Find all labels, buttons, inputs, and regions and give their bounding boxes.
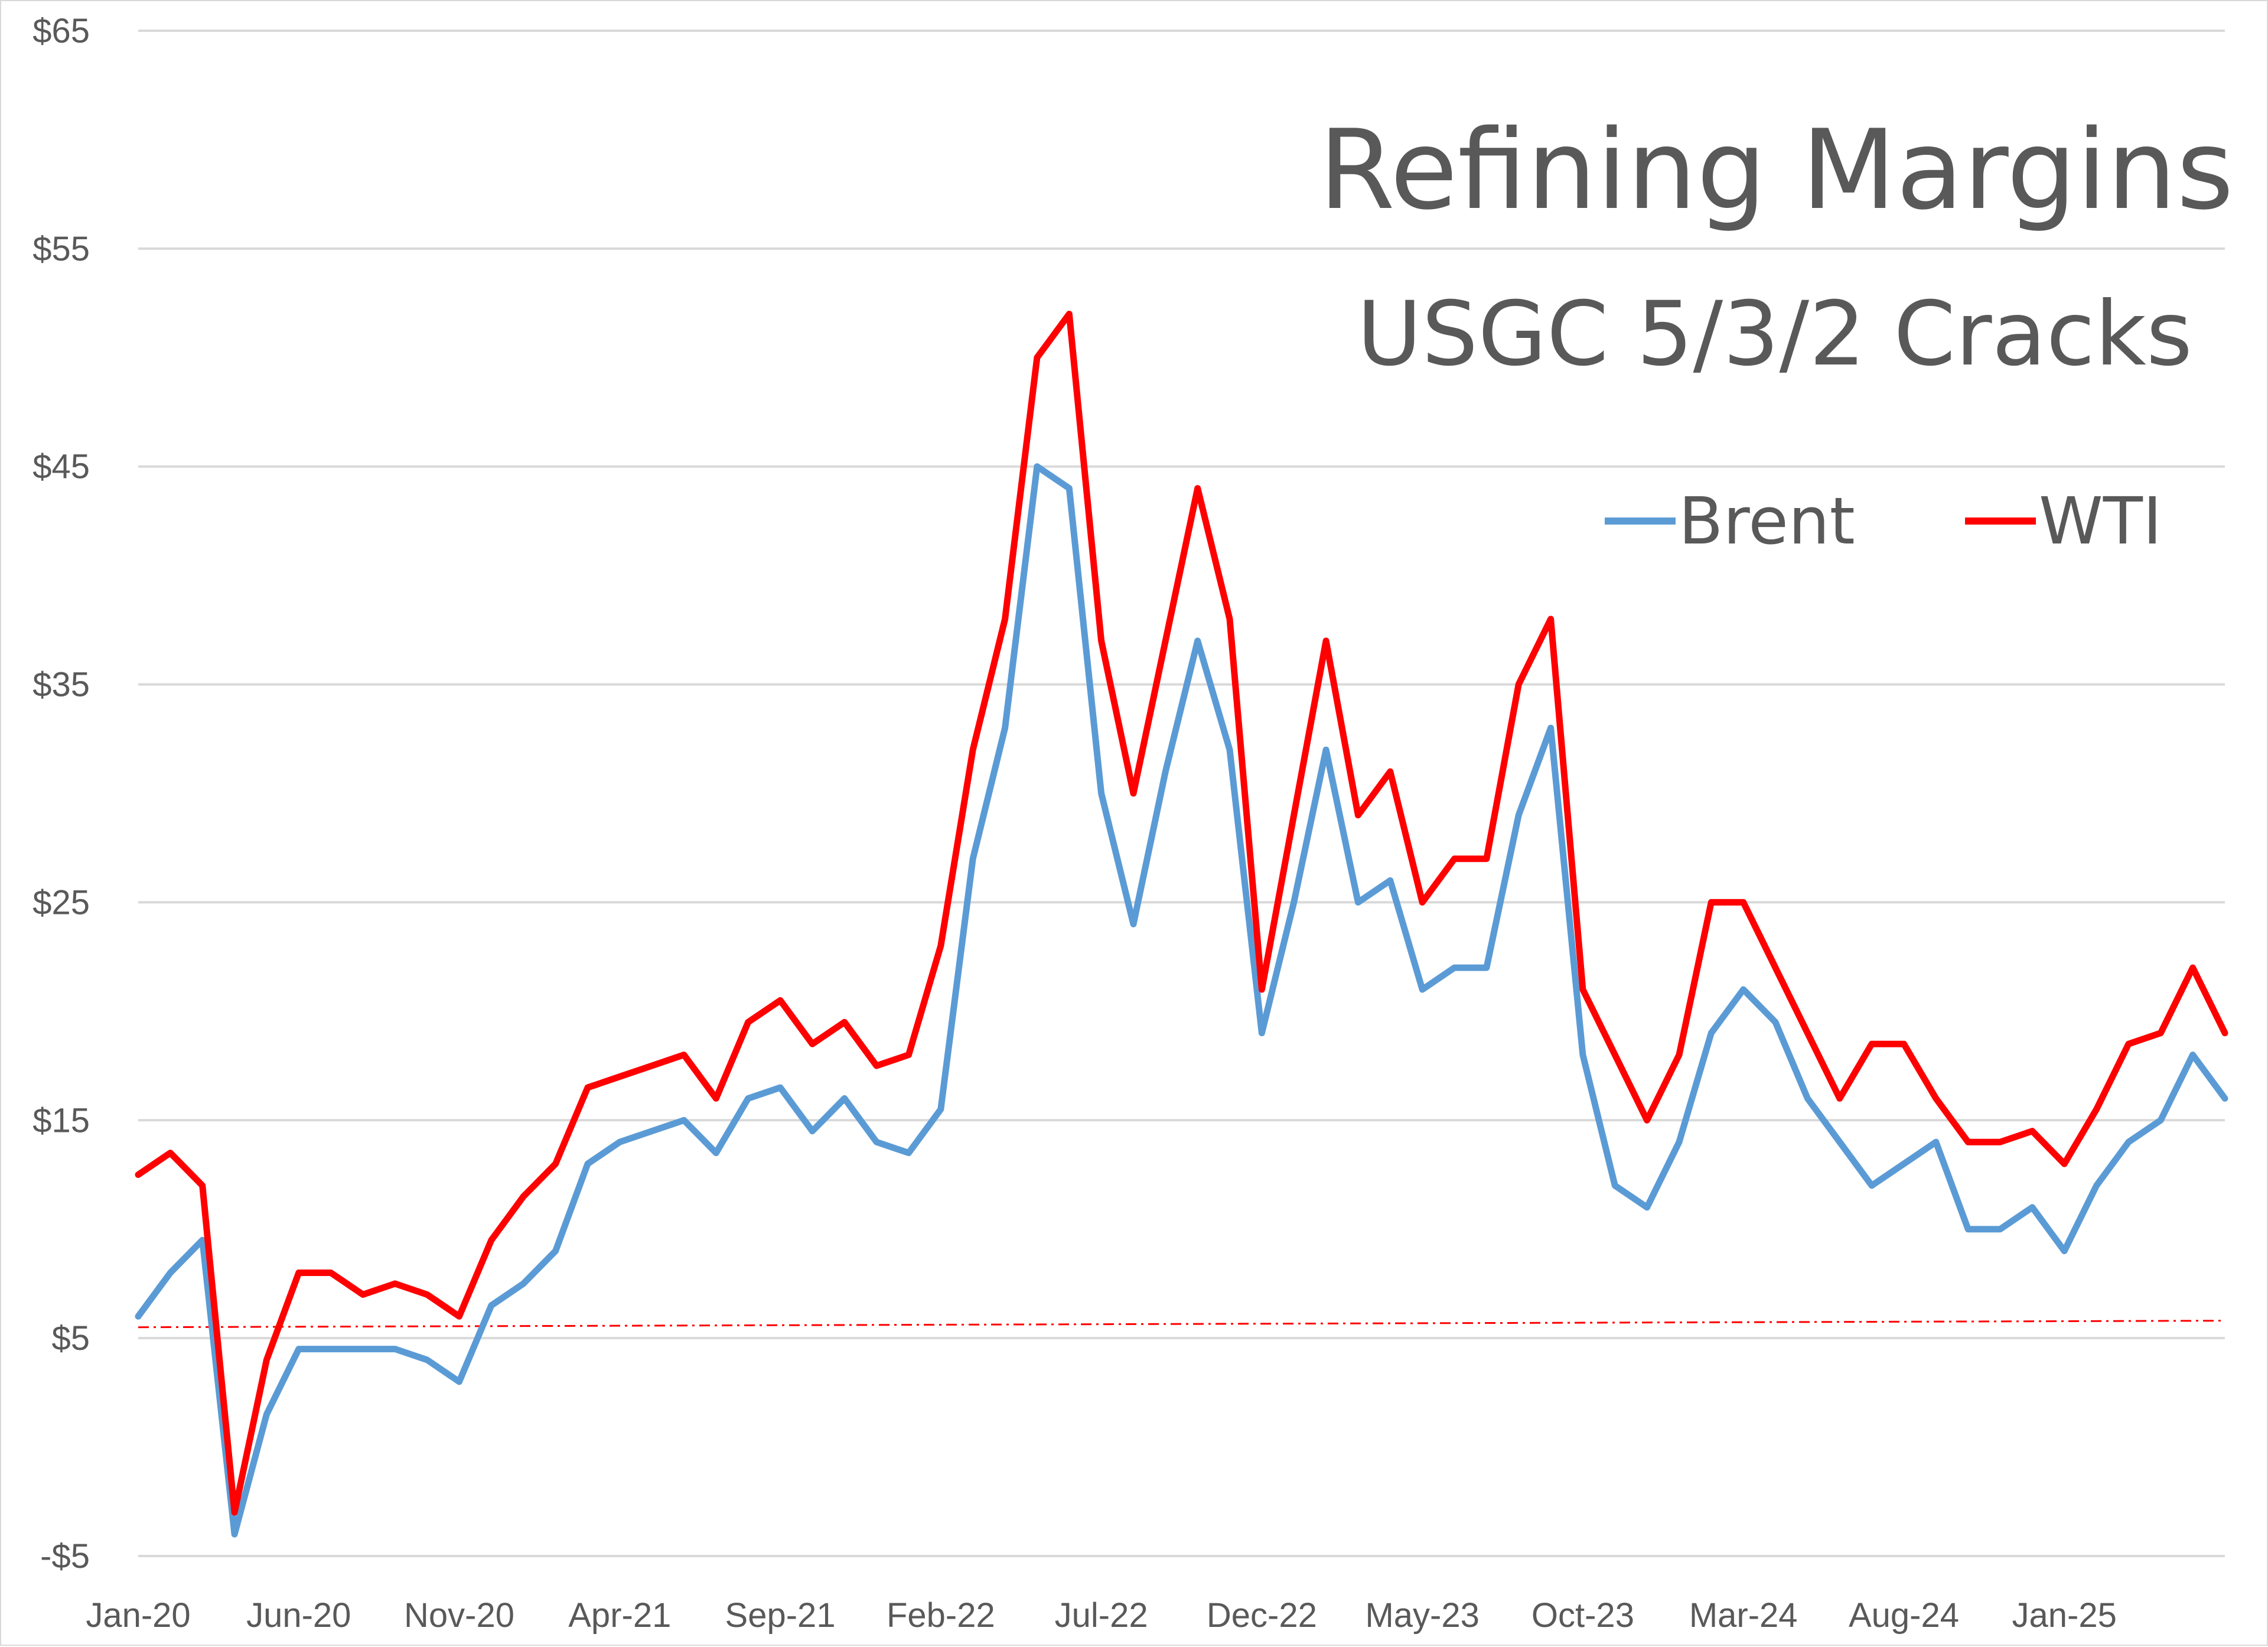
x-tick-label: Feb-22 [887, 1596, 995, 1635]
gridlines [138, 30, 2225, 1557]
legend: Brent WTI [1605, 483, 2162, 559]
y-tick-label: $45 [32, 448, 90, 486]
y-tick-label: $15 [32, 1101, 90, 1140]
series-group [135, 311, 2228, 1538]
reference-line [138, 1320, 2225, 1329]
y-tick-label: $35 [32, 666, 90, 704]
series-line-wti [135, 311, 2228, 1516]
legend-label-wti: WTI [2039, 483, 2162, 559]
x-tick-label: Jan-25 [2012, 1596, 2117, 1635]
x-tick-label: Nov-20 [404, 1596, 514, 1635]
x-tick-label: Jun-20 [246, 1596, 351, 1635]
x-tick-label: Jan-20 [86, 1596, 190, 1635]
x-tick-label: Oct-23 [1531, 1596, 1634, 1635]
y-tick-label: $25 [32, 883, 90, 922]
x-tick-label: Dec-22 [1207, 1596, 1317, 1635]
y-tick-label: $5 [51, 1319, 90, 1358]
chart-subtitle: USGC 5/3/2 Cracks [1357, 283, 2192, 386]
y-tick-label: $55 [32, 230, 90, 268]
x-tick-label: Mar-24 [1689, 1596, 1798, 1635]
y-tick-label: -$5 [40, 1537, 90, 1576]
x-tick-label: Apr-21 [568, 1596, 671, 1635]
x-tick-label: Sep-21 [725, 1596, 836, 1635]
x-tick-label: May-23 [1365, 1596, 1479, 1635]
chart-title: Refining Margins [1319, 106, 2234, 234]
x-axis-ticks: Jan-20 Jun-20 Nov-20 Apr-21 Sep-21 Feb-22 Jul-… [86, 1596, 2117, 1635]
y-tick-label: $65 [32, 12, 90, 50]
series-line-brent [135, 463, 2228, 1538]
y-axis-ticks: -$5 $5 $15 $25 $35 $45 $55 $65 [32, 12, 90, 1576]
x-tick-label: Aug-24 [1849, 1596, 1959, 1635]
legend-label-brent: Brent [1679, 483, 1855, 559]
x-tick-label: Jul-22 [1055, 1596, 1148, 1635]
reference-line-group [138, 1320, 2225, 1329]
